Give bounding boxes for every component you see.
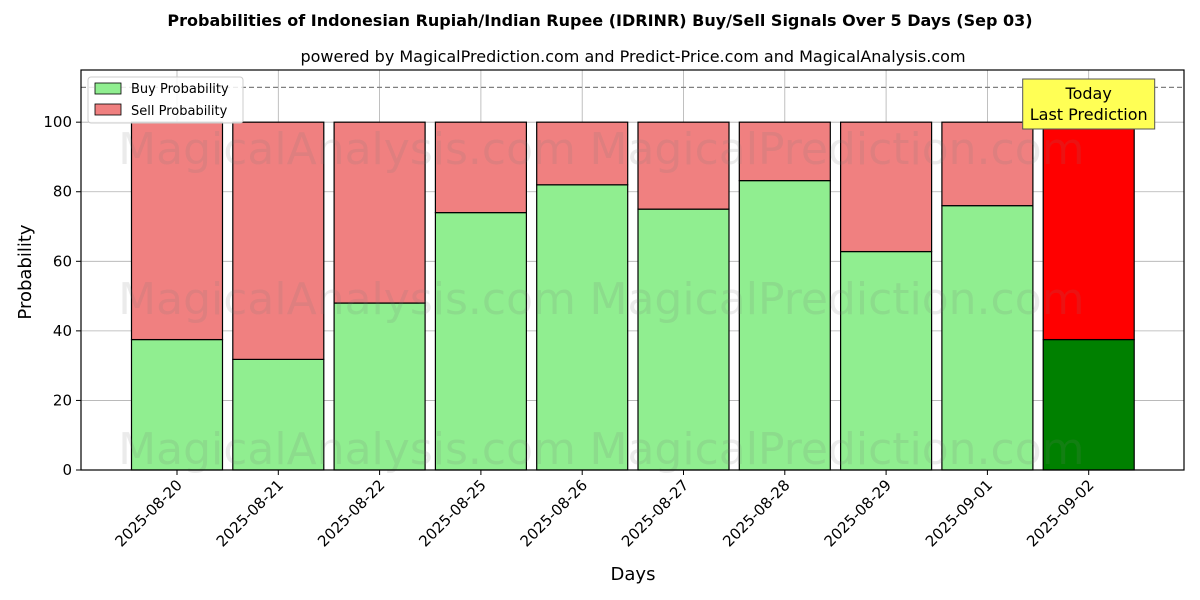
sell-bar <box>232 121 325 360</box>
buy-bar <box>1042 338 1135 471</box>
y-tick-label: 100 <box>43 113 72 131</box>
watermark-text: MagicalAnalysis.com <box>118 424 576 475</box>
watermark-text: MagicalAnalysis.com <box>118 124 576 175</box>
chart-title: Probabilities of Indonesian Rupiah/India… <box>167 11 1032 30</box>
y-tick-label: 20 <box>53 391 72 409</box>
buy-bar <box>738 180 831 471</box>
x-tick-label: 2025-08-21 <box>213 476 287 550</box>
legend: Buy Probability Sell Probability <box>87 76 244 124</box>
buy-bar <box>434 212 527 471</box>
watermark-layer: MagicalAnalysis.com MagicalPrediction.com… <box>118 124 1084 475</box>
legend-sell-swatch <box>94 103 122 116</box>
legend-buy-label: Buy Probability <box>131 82 229 97</box>
x-tick-label: 2025-09-02 <box>1023 476 1097 550</box>
watermark-text: MagicalPrediction.com <box>590 274 1085 325</box>
watermark-text: MagicalAnalysis.com <box>118 274 576 325</box>
watermark-text: MagicalPrediction.com <box>590 124 1085 175</box>
y-tick-label: 0 <box>62 461 72 479</box>
sell-bar <box>637 121 730 210</box>
sell-bar <box>333 121 426 304</box>
x-axis-label: Days <box>611 564 656 585</box>
legend-box <box>87 76 244 124</box>
legend-buy-swatch <box>94 82 122 95</box>
sell-bar <box>738 121 831 182</box>
sell-bar <box>434 121 527 214</box>
sell-bar <box>1042 121 1135 341</box>
watermark-text: MagicalPrediction.com <box>590 424 1085 475</box>
buy-bar <box>536 184 629 471</box>
sell-bar <box>536 121 629 186</box>
buy-bar <box>941 205 1034 471</box>
y-tick-label: 60 <box>53 252 72 270</box>
chart-subtitle: powered by MagicalPrediction.com and Pre… <box>300 47 965 66</box>
buy-bar <box>637 208 730 471</box>
today-annotation: Today Last Prediction <box>1022 78 1156 130</box>
x-tick-label: 2025-08-25 <box>415 476 489 550</box>
buy-bar <box>333 302 426 471</box>
y-tick-label: 80 <box>53 183 72 201</box>
annotation-line-2: Last Prediction <box>1030 105 1148 124</box>
x-tick-label: 2025-08-27 <box>618 476 692 550</box>
x-tick-label: 2025-09-01 <box>922 476 996 550</box>
annotation-box <box>1022 78 1156 130</box>
sell-bar <box>130 121 224 341</box>
buy-bar <box>130 338 224 471</box>
y-axis-label: Probability <box>15 224 36 319</box>
x-tick-label: 2025-08-29 <box>821 476 895 550</box>
buy-bar <box>839 250 933 471</box>
y-tick-label: 40 <box>53 322 72 340</box>
bar-layer <box>130 121 1135 471</box>
x-tick-label: 2025-08-20 <box>111 476 185 550</box>
plot-frame <box>80 69 1185 471</box>
x-tick-label: 2025-08-28 <box>719 476 793 550</box>
legend-sell-label: Sell Probability <box>131 104 228 119</box>
sell-bar <box>941 121 1034 207</box>
x-tick-label: 2025-08-22 <box>314 476 388 550</box>
sell-bar <box>839 121 933 253</box>
x-tick-label: 2025-08-26 <box>517 476 591 550</box>
annotation-line-1: Today <box>1065 84 1112 103</box>
